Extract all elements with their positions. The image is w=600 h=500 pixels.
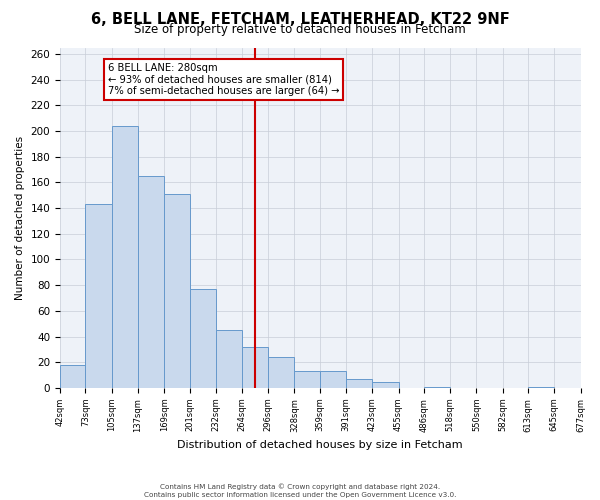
Bar bbox=[528, 386, 554, 388]
Bar bbox=[424, 386, 450, 388]
Text: 6, BELL LANE, FETCHAM, LEATHERHEAD, KT22 9NF: 6, BELL LANE, FETCHAM, LEATHERHEAD, KT22… bbox=[91, 12, 509, 28]
Bar bbox=[581, 386, 600, 388]
Text: 6 BELL LANE: 280sqm
← 93% of detached houses are smaller (814)
7% of semi-detach: 6 BELL LANE: 280sqm ← 93% of detached ho… bbox=[107, 63, 339, 96]
Bar bbox=[60, 365, 85, 388]
Bar bbox=[190, 289, 216, 388]
Bar bbox=[346, 379, 373, 388]
Y-axis label: Number of detached properties: Number of detached properties bbox=[15, 136, 25, 300]
Bar bbox=[112, 126, 138, 388]
Bar bbox=[320, 371, 346, 388]
Bar bbox=[295, 371, 320, 388]
Bar bbox=[138, 176, 164, 388]
Bar bbox=[242, 347, 268, 388]
Bar bbox=[85, 204, 112, 388]
Bar bbox=[216, 330, 242, 388]
Text: Contains HM Land Registry data © Crown copyright and database right 2024.
Contai: Contains HM Land Registry data © Crown c… bbox=[144, 484, 456, 498]
Bar bbox=[373, 382, 398, 388]
X-axis label: Distribution of detached houses by size in Fetcham: Distribution of detached houses by size … bbox=[178, 440, 463, 450]
Bar bbox=[164, 194, 190, 388]
Bar bbox=[268, 357, 295, 388]
Text: Size of property relative to detached houses in Fetcham: Size of property relative to detached ho… bbox=[134, 22, 466, 36]
